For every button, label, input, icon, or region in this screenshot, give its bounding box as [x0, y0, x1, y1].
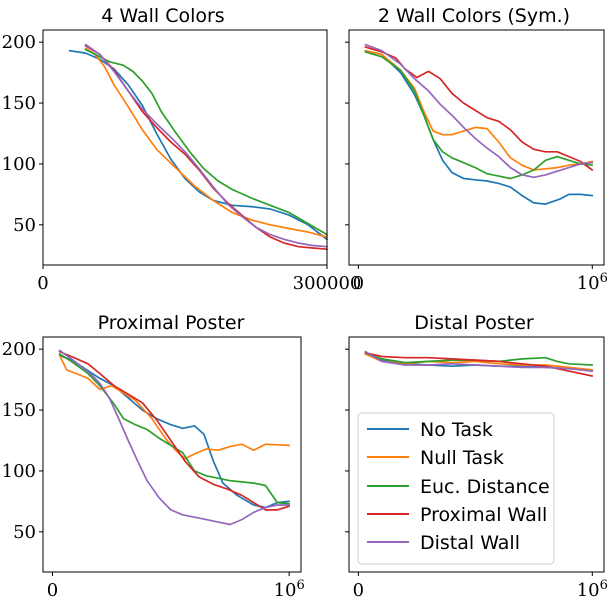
y-tick-label: 200	[2, 339, 36, 360]
x-tick-label: 0	[353, 580, 364, 601]
panel-title: 4 Wall Colors	[101, 5, 224, 27]
axes-frame	[42, 29, 328, 266]
series-line-distal-wall	[84, 43, 328, 248]
legend-entry: No Task	[367, 419, 493, 441]
series-line-null-task	[84, 47, 328, 238]
legend-entry: Euc. Distance	[367, 476, 550, 498]
axes-frame	[42, 336, 302, 573]
panel-title: Proximal Poster	[98, 312, 245, 334]
series-line-euc-distance	[84, 48, 328, 236]
x-tick-label: 0	[37, 273, 48, 294]
series-line-no-task	[58, 354, 291, 509]
y-tick-label: 150	[2, 400, 36, 421]
legend-entry: Null Task	[367, 447, 504, 469]
series-line-distal-wall	[364, 43, 594, 179]
legend-label: Proximal Wall	[420, 504, 547, 526]
panel-distal-poster: Distal Poster 0 106	[345, 312, 608, 601]
legend-entry: Distal Wall	[367, 532, 520, 554]
y-tick-label: 50	[13, 522, 36, 543]
legend-label: No Task	[420, 419, 493, 441]
panel-title: Distal Poster	[414, 312, 534, 334]
legend-label: Null Task	[420, 447, 504, 469]
y-tick-label: 100	[2, 154, 36, 175]
x-tick-label: 0	[353, 273, 364, 294]
series-line-proximal-wall	[58, 350, 291, 511]
y-tick-label: 100	[2, 461, 36, 482]
series-line-distal-wall	[364, 350, 594, 372]
axes-frame	[348, 336, 605, 573]
y-tick-label: 50	[13, 215, 36, 236]
legend: No Task Null Task Euc. Distance Proximal…	[357, 412, 555, 565]
axes-frame	[348, 29, 605, 266]
y-tick-label: 200	[2, 32, 36, 53]
x-tick-label: 0	[47, 580, 58, 601]
x-tick-label: 300000	[293, 273, 362, 294]
series-line-null-task	[364, 49, 594, 171]
series-line-no-task	[364, 49, 594, 205]
panel-2-wall-colors-sym: 2 Wall Colors (Sym.) 0 106	[345, 5, 608, 294]
legend-entry: Proximal Wall	[367, 504, 547, 526]
legend-label: Distal Wall	[420, 532, 520, 554]
y-tick-label: 150	[2, 93, 36, 114]
legend-frame	[357, 412, 555, 565]
series-line-euc-distance	[364, 51, 594, 180]
series-line-distal-wall	[58, 349, 291, 526]
panel-title: 2 Wall Colors (Sym.)	[378, 5, 570, 27]
legend-label: Euc. Distance	[420, 476, 550, 498]
